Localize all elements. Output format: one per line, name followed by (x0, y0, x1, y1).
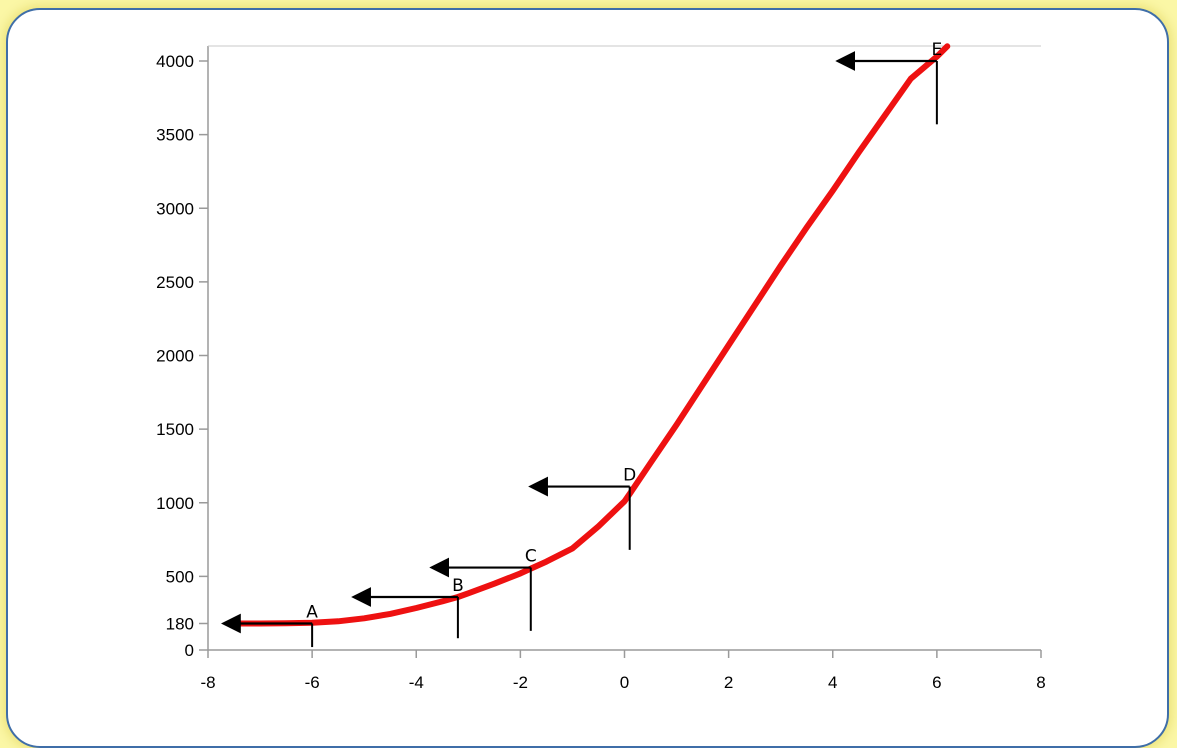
x-tick-label: -4 (409, 673, 424, 692)
x-axis-ticks: -8 -6 -4 -2 0 2 4 6 8 (200, 650, 1046, 692)
y-tick-label: 3500 (156, 126, 194, 145)
x-tick-label: 6 (932, 673, 941, 692)
y-tick-label: 1000 (156, 494, 194, 513)
line-chart: -8 -6 -4 -2 0 2 4 6 8 0 180 500 1000 1500 2000 2500 300… (156, 40, 1046, 692)
annotations: A B C D E (221, 40, 943, 648)
annotation-label: C (525, 547, 537, 567)
y-axis-ticks: 0 180 500 1000 1500 2000 2500 3000 3500 4000 (156, 52, 208, 660)
y-tick-label: 500 (166, 567, 194, 586)
annotation-label: A (306, 602, 318, 622)
x-tick-label: 2 (724, 673, 733, 692)
annotation-label: E (932, 40, 943, 60)
series-layer (231, 43, 951, 627)
y-tick-label: 180 (166, 614, 194, 633)
x-tick-label: -6 (305, 673, 320, 692)
annotation-label: D (623, 466, 636, 486)
annotation-label: B (452, 576, 464, 596)
y-tick-label: 3000 (156, 199, 194, 218)
x-tick-label: -2 (513, 673, 528, 692)
series-line (231, 43, 951, 627)
chart-frame (6, 8, 1169, 748)
y-tick-label: 2000 (156, 347, 194, 366)
y-tick-label: 0 (185, 641, 194, 660)
x-tick-label: 8 (1036, 673, 1045, 692)
y-tick-label: 2500 (156, 273, 194, 292)
y-tick-label: 4000 (156, 52, 194, 71)
x-tick-label: -8 (200, 673, 215, 692)
x-tick-label: 4 (828, 673, 837, 692)
x-tick-label: 0 (620, 673, 629, 692)
axes (207, 45, 1041, 651)
y-tick-label: 1500 (156, 420, 194, 439)
